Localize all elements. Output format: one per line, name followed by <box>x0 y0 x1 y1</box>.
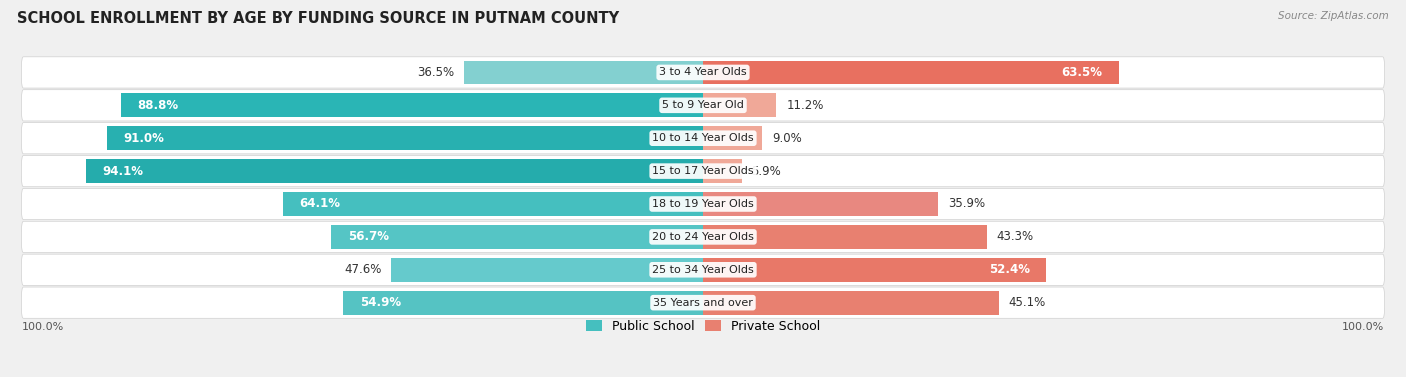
Text: 56.7%: 56.7% <box>347 230 389 244</box>
Text: 88.8%: 88.8% <box>138 99 179 112</box>
Bar <box>86 159 703 183</box>
Text: 52.4%: 52.4% <box>988 263 1031 276</box>
Text: 3 to 4 Year Olds: 3 to 4 Year Olds <box>659 67 747 77</box>
Text: 43.3%: 43.3% <box>997 230 1033 244</box>
Bar <box>703 93 776 117</box>
Text: 47.6%: 47.6% <box>344 263 381 276</box>
Text: 100.0%: 100.0% <box>21 322 63 333</box>
FancyBboxPatch shape <box>21 254 1385 285</box>
Text: 15 to 17 Year Olds: 15 to 17 Year Olds <box>652 166 754 176</box>
Bar <box>332 225 703 249</box>
Bar <box>703 192 938 216</box>
Bar <box>703 159 741 183</box>
Text: SCHOOL ENROLLMENT BY AGE BY FUNDING SOURCE IN PUTNAM COUNTY: SCHOOL ENROLLMENT BY AGE BY FUNDING SOUR… <box>17 11 619 26</box>
Bar <box>703 291 998 314</box>
FancyBboxPatch shape <box>21 90 1385 121</box>
Text: 45.1%: 45.1% <box>1008 296 1046 309</box>
Text: 9.0%: 9.0% <box>772 132 801 145</box>
Text: 5 to 9 Year Old: 5 to 9 Year Old <box>662 100 744 110</box>
Text: Source: ZipAtlas.com: Source: ZipAtlas.com <box>1278 11 1389 21</box>
FancyBboxPatch shape <box>21 221 1385 253</box>
Text: 54.9%: 54.9% <box>360 296 401 309</box>
Text: 63.5%: 63.5% <box>1062 66 1102 79</box>
Bar <box>703 225 987 249</box>
Legend: Public School, Private School: Public School, Private School <box>581 315 825 338</box>
Bar <box>464 61 703 84</box>
Text: 18 to 19 Year Olds: 18 to 19 Year Olds <box>652 199 754 209</box>
Text: 36.5%: 36.5% <box>418 66 454 79</box>
Bar <box>703 126 762 150</box>
FancyBboxPatch shape <box>21 57 1385 88</box>
Bar <box>703 61 1119 84</box>
Text: 5.9%: 5.9% <box>751 165 782 178</box>
Bar <box>703 258 1046 282</box>
FancyBboxPatch shape <box>21 155 1385 187</box>
FancyBboxPatch shape <box>21 123 1385 154</box>
Text: 20 to 24 Year Olds: 20 to 24 Year Olds <box>652 232 754 242</box>
Text: 35 Years and over: 35 Years and over <box>652 298 754 308</box>
Bar <box>121 93 703 117</box>
Text: 94.1%: 94.1% <box>103 165 143 178</box>
Text: 10 to 14 Year Olds: 10 to 14 Year Olds <box>652 133 754 143</box>
Text: 64.1%: 64.1% <box>299 198 340 210</box>
Text: 100.0%: 100.0% <box>1343 322 1385 333</box>
Bar <box>391 258 703 282</box>
FancyBboxPatch shape <box>21 287 1385 318</box>
Text: 91.0%: 91.0% <box>124 132 165 145</box>
FancyBboxPatch shape <box>21 188 1385 220</box>
Bar <box>343 291 703 314</box>
Bar <box>107 126 703 150</box>
Text: 25 to 34 Year Olds: 25 to 34 Year Olds <box>652 265 754 275</box>
Text: 35.9%: 35.9% <box>948 198 986 210</box>
Bar <box>283 192 703 216</box>
Text: 11.2%: 11.2% <box>786 99 824 112</box>
